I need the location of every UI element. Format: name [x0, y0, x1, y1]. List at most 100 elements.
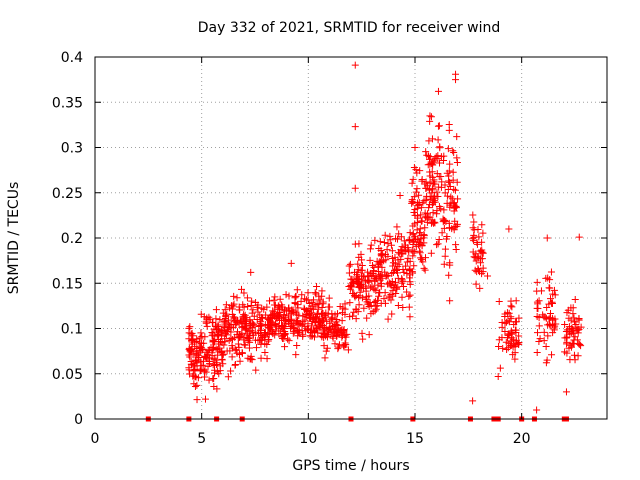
- data-point: [312, 313, 320, 321]
- data-point: [312, 325, 320, 333]
- data-point: [386, 236, 394, 244]
- data-point: [298, 291, 306, 299]
- data-point: [550, 324, 558, 332]
- data-point: [377, 280, 385, 288]
- data-point: [282, 291, 290, 299]
- data-point: [269, 330, 277, 338]
- data-point: [429, 209, 437, 217]
- data-point: [535, 297, 543, 305]
- data-point: [473, 239, 481, 247]
- data-point: [409, 241, 417, 249]
- data-point: [562, 327, 570, 335]
- data-point: [392, 278, 400, 286]
- data-point: [393, 223, 401, 231]
- data-point: [470, 218, 478, 226]
- data-point: [575, 233, 583, 241]
- data-point: [341, 339, 349, 347]
- data-point: [398, 293, 406, 301]
- data-point: [222, 301, 230, 309]
- data-point: [435, 236, 443, 244]
- data-point: [308, 299, 316, 307]
- data-point: [348, 283, 356, 291]
- data-point: [366, 256, 374, 264]
- data-point: [473, 240, 481, 248]
- data-point: [286, 317, 294, 325]
- data-point: [216, 362, 224, 370]
- data-point: [413, 185, 421, 193]
- data-point: [360, 304, 368, 312]
- data-point: [453, 154, 461, 162]
- data-point: [250, 312, 258, 320]
- data-point: [515, 314, 523, 322]
- data-point: [294, 319, 302, 327]
- data-point: [431, 198, 439, 206]
- data-point: [427, 219, 435, 227]
- data-point: [450, 207, 458, 215]
- data-point: [338, 326, 346, 334]
- data-point: [301, 327, 309, 335]
- data-point: [446, 160, 454, 168]
- data-point: [303, 308, 311, 316]
- chart-title: Day 332 of 2021, SRMTID for receiver win…: [198, 20, 501, 36]
- y-tick-labels: 0 0.05 0.1 0.15 0.2 0.25 0.3 0.35 0.4: [52, 50, 83, 428]
- data-point: [432, 153, 440, 161]
- data-point: [428, 135, 436, 143]
- data-point: [304, 289, 312, 297]
- data-point: [453, 133, 461, 141]
- data-point: [548, 314, 556, 322]
- data-point: [576, 340, 584, 348]
- data-point: [404, 254, 412, 262]
- data-point: [504, 344, 512, 352]
- data-point: [411, 205, 419, 213]
- data-point: [440, 224, 448, 232]
- data-point: [566, 341, 574, 349]
- data-point: [410, 262, 418, 270]
- data-point: [388, 247, 396, 255]
- data-point: [201, 395, 209, 403]
- data-point: [196, 334, 204, 342]
- data-point: [426, 160, 434, 168]
- data-point: [417, 256, 425, 264]
- data-point: [221, 330, 229, 338]
- data-point: [235, 306, 243, 314]
- data-point: [319, 300, 327, 308]
- data-point: [274, 302, 282, 310]
- data-point: [381, 299, 389, 307]
- data-point: [314, 318, 322, 326]
- data-point: [202, 319, 210, 327]
- data-point: [279, 325, 287, 333]
- data-point: [229, 323, 237, 331]
- data-point: [394, 301, 402, 309]
- data-point: [428, 186, 436, 194]
- data-point: [350, 308, 358, 316]
- data-point: [257, 326, 265, 334]
- data-point: [291, 299, 299, 307]
- data-point: [477, 255, 485, 263]
- data-point: [249, 306, 257, 314]
- data-point: [392, 289, 400, 297]
- data-point: [187, 346, 195, 354]
- data-point: [261, 348, 269, 356]
- data-point: [258, 331, 266, 339]
- data-point: [405, 292, 413, 300]
- data-point: [197, 362, 205, 370]
- data-point: [410, 209, 418, 217]
- data-point: [219, 309, 227, 317]
- data-point: [263, 355, 271, 363]
- data-point: [427, 195, 435, 203]
- data-point: [355, 301, 363, 309]
- data-point: [320, 334, 328, 342]
- data-point: [228, 353, 236, 361]
- data-point: [441, 252, 449, 260]
- data-point: [231, 346, 239, 354]
- x-axis-label: GPS time / hours: [292, 458, 409, 474]
- data-point: [561, 320, 569, 328]
- data-point: [293, 341, 301, 349]
- data-point: [549, 329, 557, 337]
- y-tick-label: 0.05: [52, 367, 83, 383]
- data-point: [397, 255, 405, 263]
- data-point: [495, 297, 503, 305]
- data-point: [380, 295, 388, 303]
- data-point: [547, 299, 555, 307]
- data-point: [294, 304, 302, 312]
